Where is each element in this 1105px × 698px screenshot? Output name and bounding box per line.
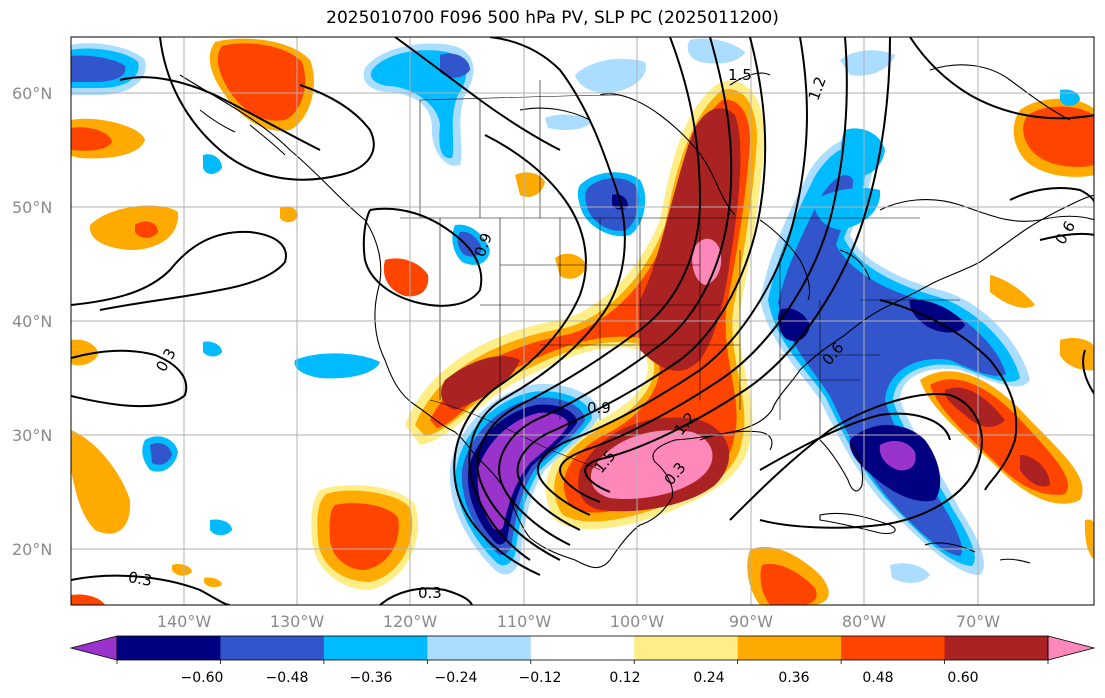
lon-label: 100°W [610, 612, 665, 631]
colorbar-segment [427, 636, 532, 660]
colorbar-segment [220, 636, 325, 660]
colorbar-tick-label: −0.60 [181, 670, 224, 686]
lat-label: 60°N [12, 84, 52, 103]
contour-label: 0.3 [127, 568, 154, 590]
colorbar-segment [841, 636, 946, 660]
contour-label: 0.9 [587, 399, 611, 417]
contour-label: 0.3 [418, 584, 442, 602]
contour-label: 1.5 [728, 66, 752, 84]
colorbar-segment [323, 636, 428, 660]
colorbar-extend-high [1047, 635, 1096, 661]
colorbar-tick-label: −0.48 [266, 670, 309, 686]
colorbar-frame [116, 635, 1049, 661]
colorbar-tick-label: 0.36 [778, 670, 809, 686]
map-title: 2025010700 F096 500 hPa PV, SLP PC (2025… [326, 8, 779, 28]
lon-label: 120°W [383, 612, 438, 631]
lon-label: 110°W [497, 612, 552, 631]
colorbar-tick-label: 0.24 [693, 670, 724, 686]
colorbar-tick-label: −0.12 [519, 670, 562, 686]
colorbar-tick-label: −0.36 [350, 670, 393, 686]
pv-anomaly-positive-fields [71, 38, 1094, 605]
colorbar-segment [944, 636, 1049, 660]
lon-label: 90°W [729, 612, 773, 631]
lat-label: 30°N [12, 426, 52, 445]
colorbar-segment [530, 636, 635, 660]
lon-label: 140°W [157, 612, 212, 631]
colorbar-segment [634, 636, 739, 660]
latitude-labels: 60°N 50°N 40°N 30°N 20°N [12, 84, 52, 559]
slp-contours [71, 37, 1094, 605]
colorbar-extend-low [69, 635, 118, 661]
lat-label: 20°N [12, 540, 52, 559]
lon-label: 80°W [842, 612, 886, 631]
colorbar-tick-label: −0.24 [435, 670, 478, 686]
lon-label: 130°W [270, 612, 325, 631]
lat-label: 40°N [12, 312, 52, 331]
colorbar-segment [737, 636, 842, 660]
colorbar [69, 635, 1096, 664]
colorbar-tick-label: 0.48 [862, 670, 893, 686]
longitude-labels: 140°W 130°W 120°W 110°W 100°W 90°W 80°W … [157, 612, 1000, 631]
lon-label: 70°W [956, 612, 1000, 631]
colorbar-tick-labels: −0.60 −0.48 −0.36 −0.24 −0.12 0.12 0.24 … [181, 670, 979, 686]
colorbar-tick-label: 0.12 [609, 670, 640, 686]
colorbar-tick-label: 0.60 [947, 670, 978, 686]
lat-label: 50°N [12, 198, 52, 217]
map-panel: 1.5 1.2 0.9 0.3 0.6 0.9 0.3 0.3 1.5 1.2 … [71, 37, 1094, 605]
colorbar-segment [117, 636, 221, 660]
map-frame [70, 36, 1095, 606]
